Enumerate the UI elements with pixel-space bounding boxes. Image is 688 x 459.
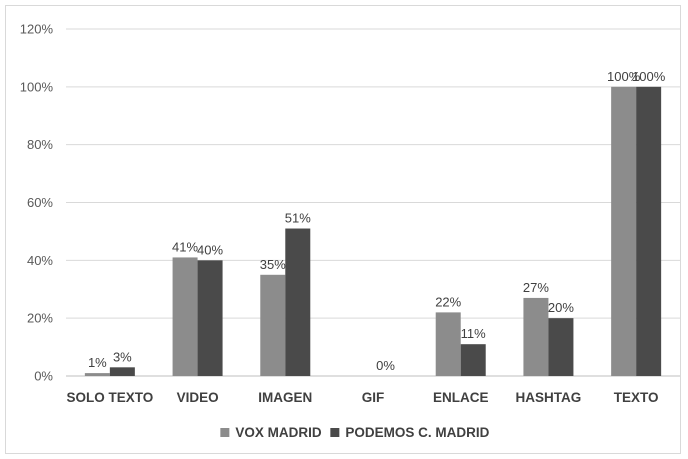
y-tick-label: 60%	[27, 195, 53, 210]
y-tick-label: 20%	[27, 311, 53, 326]
legend-label: VOX MADRID	[235, 425, 322, 440]
bar	[611, 86, 637, 376]
data-label: 3%	[113, 349, 132, 364]
bar	[523, 297, 549, 376]
x-category-label: ENLACE	[433, 390, 489, 405]
x-category-label: VIDEO	[177, 390, 219, 405]
data-label: 41%	[172, 239, 198, 254]
data-label: 22%	[435, 294, 461, 309]
y-tick-label: 100%	[20, 79, 54, 94]
legend-swatch	[330, 428, 340, 437]
bar	[460, 344, 486, 376]
x-category-label: SOLO TEXTO	[66, 390, 153, 405]
x-category-label: HASHTAG	[516, 390, 582, 405]
bar	[636, 86, 662, 376]
y-tick-label: 80%	[27, 137, 53, 152]
x-category-label: TEXTO	[614, 390, 659, 405]
bar	[548, 318, 574, 376]
x-category-label: GIF	[362, 390, 385, 405]
y-tick-label: 40%	[27, 253, 53, 268]
data-label: 27%	[523, 280, 549, 295]
bar	[109, 367, 135, 376]
data-label: 100%	[607, 69, 641, 84]
bar	[260, 274, 286, 376]
chart-frame	[5, 5, 681, 454]
bar	[285, 228, 311, 376]
data-label: 0%	[376, 358, 395, 373]
bar	[197, 260, 223, 376]
data-label: 40%	[197, 242, 223, 257]
data-label: 20%	[548, 300, 574, 315]
y-tick-label: 0%	[34, 369, 53, 384]
y-tick-label: 120%	[20, 22, 54, 37]
data-label: 51%	[285, 211, 311, 226]
bar	[172, 257, 198, 376]
x-category-label: IMAGEN	[258, 390, 312, 405]
data-label: 11%	[461, 326, 486, 341]
data-label: 35%	[260, 257, 286, 272]
data-label: 100%	[632, 69, 666, 84]
data-label: 1%	[88, 355, 107, 370]
bar	[435, 312, 461, 376]
legend-swatch	[220, 428, 230, 437]
legend-label: PODEMOS C. MADRID	[345, 425, 489, 440]
bar	[84, 373, 110, 376]
